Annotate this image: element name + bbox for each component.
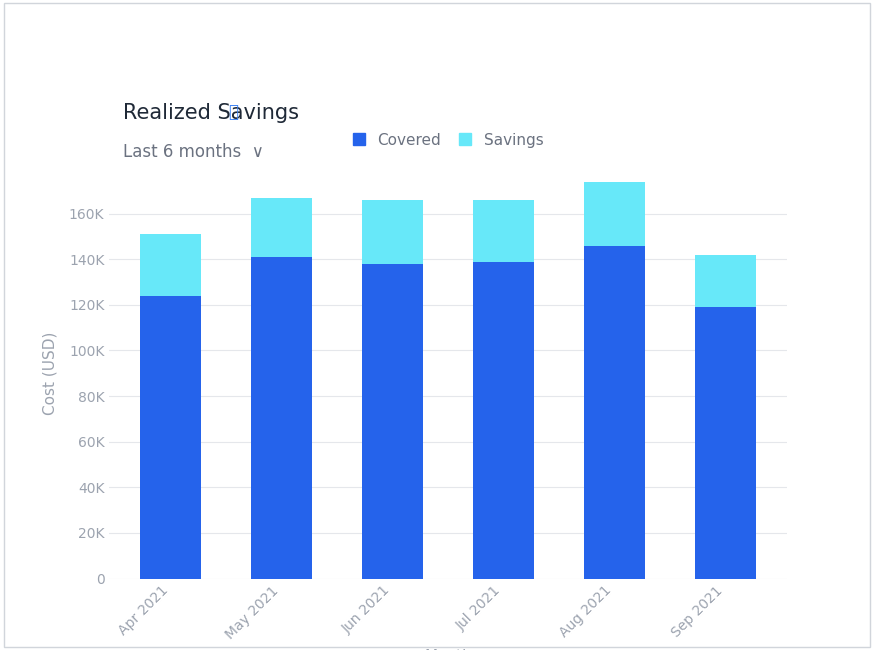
- Text: ⓘ: ⓘ: [228, 103, 238, 122]
- Bar: [362, 200, 423, 264]
- Bar: [362, 264, 423, 578]
- X-axis label: Month: Month: [424, 649, 472, 650]
- Bar: [584, 182, 645, 246]
- Bar: [584, 246, 645, 578]
- Bar: [251, 198, 312, 257]
- Bar: [140, 234, 201, 296]
- Text: Realized Savings: Realized Savings: [122, 103, 299, 124]
- Bar: [251, 257, 312, 578]
- Bar: [695, 307, 756, 578]
- Bar: [695, 255, 756, 307]
- Legend: Covered, Savings: Covered, Savings: [346, 127, 550, 153]
- Bar: [473, 261, 534, 578]
- Y-axis label: Cost (USD): Cost (USD): [43, 332, 58, 415]
- Bar: [473, 200, 534, 261]
- Bar: [140, 296, 201, 578]
- Text: Last 6 months  ∨: Last 6 months ∨: [122, 143, 264, 161]
